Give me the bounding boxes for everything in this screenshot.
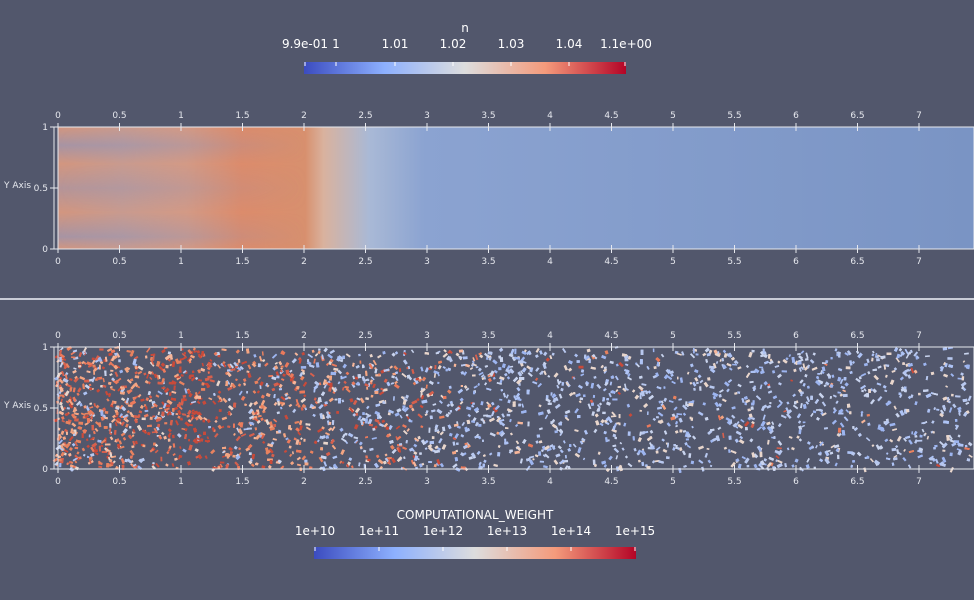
bottom-x-tick-label-top: 3 [424, 331, 430, 341]
colorbar-bottom-tick: 1e+13 [486, 524, 528, 538]
bottom-x-tick-label-top: 6 [793, 331, 799, 341]
top-x-tick-label-top: 5 [670, 111, 676, 121]
bottom-x-tick-label-top: 3.5 [481, 331, 495, 341]
bottom-x-tick-label-bottom: 2.5 [358, 477, 372, 487]
bottom-x-tick-label-top: 6.5 [850, 331, 864, 341]
bottom-x-tick-label-bottom: 5 [670, 477, 676, 487]
bottom-x-tick-label-bottom: 6.5 [850, 477, 864, 487]
top-y-tick-label: 1 [42, 123, 48, 133]
colorbar-bottom-ticks: 1e+10 1e+11 1e+12 1e+13 1e+14 1e+15 [0, 524, 974, 540]
top-x-tick-label-bottom: 7 [916, 257, 922, 267]
colorbar-bottom-tick: 1e+14 [550, 524, 592, 538]
top-y-tick-label: 0.5 [34, 184, 48, 194]
bottom-plot-canvas: 000.50.5111.51.5222.52.5333.53.5444.54.5… [34, 331, 974, 487]
top-y-axis-label: Y Axis [4, 181, 32, 191]
bottom-x-tick-label-bottom: 3.5 [481, 477, 495, 487]
colorbar-top-tick: 1.1e+00 [600, 37, 652, 51]
bottom-x-tick-label-top: 4 [547, 331, 553, 341]
colorbar-top-tick: 1.04 [555, 37, 583, 51]
bottom-x-tick-label-top: 2.5 [358, 331, 372, 341]
bottom-x-tick-label-top: 0 [55, 331, 61, 341]
bottom-x-tick-label-bottom: 5.5 [727, 477, 741, 487]
colorbar-bottom-tick: 1e+11 [358, 524, 400, 538]
colorbar-bottom-tick: 1e+12 [422, 524, 464, 538]
top-x-tick-label-bottom: 4.5 [604, 257, 618, 267]
bottom-y-tick-label: 1 [42, 343, 48, 353]
colorbar-bottom-tick: 1e+15 [614, 524, 656, 538]
top-plot[interactable]: 0 0 0.5 0.5 1 1 1.5 1.5 2 2 2.5 2.5 3 3 3.5 3.5 4 4 4.5 4.5… [0, 100, 974, 280]
colorbar-bottom-gradient [314, 547, 636, 559]
top-x-tick-label-top: 6 [793, 111, 799, 121]
colorbar-top-title: n [461, 21, 469, 35]
top-x-tick-label-top: 6.5 [850, 111, 864, 121]
top-x-tick-label-top: 1 [178, 111, 184, 121]
top-x-tick-label-bottom: 2 [301, 257, 307, 267]
colorbar-top-ticks: 9.9e-01 1 1.01 1.02 1.03 1.04 1.1e+00 [0, 37, 974, 53]
top-x-tick-label-top: 7 [916, 111, 922, 121]
colorbar-top-tick: 1.01 [381, 37, 409, 51]
bottom-x-tick-label-top: 5.5 [727, 331, 741, 341]
bottom-x-tick-label-top: 7 [916, 331, 922, 341]
top-x-tick-label-bottom: 1.5 [235, 257, 249, 267]
top-x-tick-label-top: 2.5 [358, 111, 372, 121]
top-x-tick-label-bottom: 4 [547, 257, 553, 267]
bottom-x-tick-label-bottom: 0.5 [112, 477, 126, 487]
bottom-x-tick-label-bottom: 2 [301, 477, 307, 487]
bottom-x-tick-label-bottom: 6 [793, 477, 799, 487]
top-x-tick-label-bottom: 0 [55, 257, 61, 267]
top-x-tick-label-bottom: 5 [670, 257, 676, 267]
colorbar-bottom-tick: 1e+10 [294, 524, 336, 538]
bottom-x-tick-label-bottom: 0 [55, 477, 61, 487]
top-x-tick-label-bottom: 6.5 [850, 257, 864, 267]
top-plot-canvas: 000.50.5111.51.5222.52.5333.53.5444.54.5… [34, 111, 974, 267]
bottom-x-tick-label-bottom: 4.5 [604, 477, 618, 487]
bottom-y-tick-label: 0.5 [34, 404, 48, 414]
colorbar-top-tick: 1.03 [497, 37, 525, 51]
top-x-tick-label-top: 4 [547, 111, 553, 121]
top-x-tick-label-bottom: 3 [424, 257, 430, 267]
bottom-x-tick-label-top: 2 [301, 331, 307, 341]
bottom-y-tick-label: 0 [42, 465, 48, 475]
colorbar-top-tick: 1.02 [439, 37, 467, 51]
bottom-x-tick-label-top: 1.5 [235, 331, 249, 341]
top-x-tick-label-top: 4.5 [604, 111, 618, 121]
top-x-tick-label-bottom: 6 [793, 257, 799, 267]
top-y-tick-label: 0 [42, 245, 48, 255]
bottom-x-tick-label-bottom: 4 [547, 477, 553, 487]
top-x-tick-label-top: 5.5 [727, 111, 741, 121]
bottom-x-tick-label-top: 0.5 [112, 331, 126, 341]
top-x-tick-label-top: 3.5 [481, 111, 495, 121]
colorbar-top-tick: 1 [332, 37, 340, 51]
bottom-x-tick-label-bottom: 3 [424, 477, 430, 487]
bottom-x-tick-label-bottom: 1.5 [235, 477, 249, 487]
colorbar-bottom-title: COMPUTATIONAL_WEIGHT [396, 508, 554, 522]
colorbar-top-tick: 9.9e-01 [281, 37, 329, 51]
bottom-x-tick-label-top: 5 [670, 331, 676, 341]
top-x-tick-label-top: 3 [424, 111, 430, 121]
bottom-y-axis-label: Y Axis [4, 401, 32, 411]
viewport-divider[interactable] [0, 298, 974, 300]
bottom-x-tick-label-top: 4.5 [604, 331, 618, 341]
top-x-tick-label-top: 2 [301, 111, 307, 121]
top-x-tick-label-bottom: 3.5 [481, 257, 495, 267]
top-x-tick-label-bottom: 1 [178, 257, 184, 267]
bottom-x-tick-label-top: 1 [178, 331, 184, 341]
bottom-x-tick-label-bottom: 1 [178, 477, 184, 487]
bottom-x-tick-label-bottom: 7 [916, 477, 922, 487]
top-x-tick-label-bottom: 0.5 [112, 257, 126, 267]
top-x-tick-label-bottom: 2.5 [358, 257, 372, 267]
colorbar-top-gradient [304, 62, 626, 74]
top-x-tick-label-bottom: 5.5 [727, 257, 741, 267]
top-x-tick-label-top: 0 [55, 111, 61, 121]
top-x-tick-label-top: 0.5 [112, 111, 126, 121]
top-x-tick-label-top: 1.5 [235, 111, 249, 121]
bottom-plot[interactable]: 0 0 0.5 0.5 1 1 1.5 1.5 2 2 2.5 2.5 3 3 3.5 3.5 4 4 4.5 4.5… [0, 320, 974, 500]
